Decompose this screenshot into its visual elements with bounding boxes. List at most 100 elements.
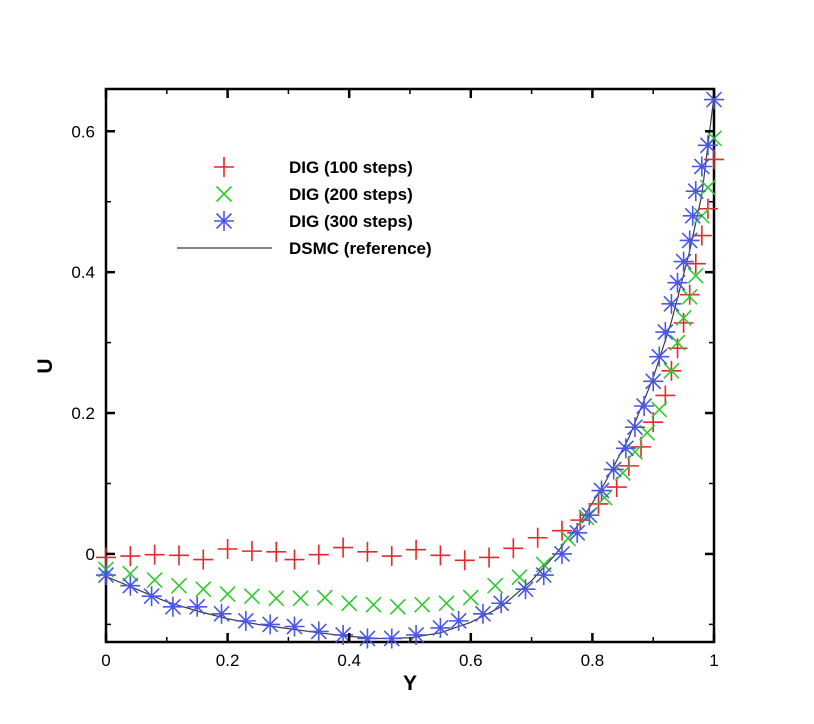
data-point [243,588,260,605]
data-point [552,543,572,564]
data-point [667,272,688,293]
legend-marker-swatch [214,157,234,177]
data-point [284,549,305,570]
data-point [381,628,402,649]
data-point [193,549,214,570]
data-point [462,589,479,606]
markers-group [96,89,724,649]
ticks-group: 0 0.2 0.4 0.6 0.8 1 0 0.2 0.4 0.6 [71,89,719,670]
y-tick-label: 0.6 [71,122,95,141]
legend-label: DIG (300 steps) [289,212,413,231]
data-point [679,230,700,251]
data-point [591,480,612,501]
legend: DIG (100 steps) DIG (200 steps) DIG (300 s… [177,157,432,258]
data-point [187,596,208,617]
data-point [615,438,636,459]
data-point [679,284,700,305]
x-tick-label: 0.8 [581,651,605,670]
data-point [491,593,512,614]
series-line-dsmc [105,95,715,640]
data-point [454,550,475,571]
data-point [308,544,329,565]
data-point [624,417,645,438]
data-point [673,251,694,272]
data-point [260,614,281,635]
y-tick-label: 0.2 [71,404,95,423]
data-point [651,401,668,418]
data-point [357,628,378,649]
y-axis-title: U [34,358,57,373]
data-point [661,293,682,314]
data-point [120,546,141,567]
data-point [144,544,165,565]
data-point [414,596,431,613]
series-1-points [96,149,724,571]
data-point [316,589,333,606]
x-tick-label: 1 [709,651,718,670]
x-tick-label: 0.6 [459,651,483,670]
data-point [170,577,188,594]
data-point [682,205,703,226]
data-point [235,610,256,631]
data-point [365,596,382,613]
data-point [579,505,600,526]
data-point [430,617,451,638]
data-point [685,181,706,202]
data-point [266,541,287,562]
data-point [527,527,548,548]
legend-marker-swatch [214,211,234,231]
data-point [389,598,406,615]
x-axis-title: Y [403,672,417,695]
x-tick-label: 0.2 [216,651,240,670]
data-point [626,443,644,460]
data-point [669,334,686,351]
data-point [687,267,704,284]
data-point [631,436,652,457]
legend-label: DSMC (reference) [289,239,432,258]
data-point [141,586,162,607]
reference-line-group [105,95,715,640]
data-point [567,522,588,543]
data-point [122,565,139,582]
data-point [479,547,500,568]
data-point [268,590,285,607]
data-point [96,565,116,586]
data-point [655,322,676,343]
data-point [241,541,262,562]
x-tick-label: 0 [101,651,110,670]
data-point [195,581,212,598]
data-point [308,621,329,642]
data-point [603,459,624,480]
data-point [341,595,358,612]
data-point [448,610,469,631]
data-point [681,288,698,305]
legend-label: DIG (200 steps) [289,185,413,204]
legend-marker-swatch [215,185,233,203]
data-point [614,464,631,481]
data-point [511,569,528,586]
data-point [219,586,236,603]
y-tick-label: 0.4 [71,263,95,282]
data-point [168,545,189,566]
data-point [552,520,572,541]
x-tick-label: 0.4 [337,651,361,670]
data-point [146,571,163,589]
data-point [667,338,688,359]
data-point [655,385,676,406]
data-point [697,135,718,156]
data-point [643,371,664,392]
data-point [96,547,116,568]
data-point [487,577,504,594]
data-point [634,396,655,417]
data-point [663,362,680,379]
data-point [381,546,402,567]
data-point [472,603,493,624]
data-point [515,579,536,600]
legend-item: DIG (300 steps) [214,211,413,231]
data-point [675,309,692,327]
data-point [406,624,427,645]
series-3-points [96,89,724,649]
legend-item: DIG (100 steps) [214,157,413,177]
data-point [685,253,706,274]
